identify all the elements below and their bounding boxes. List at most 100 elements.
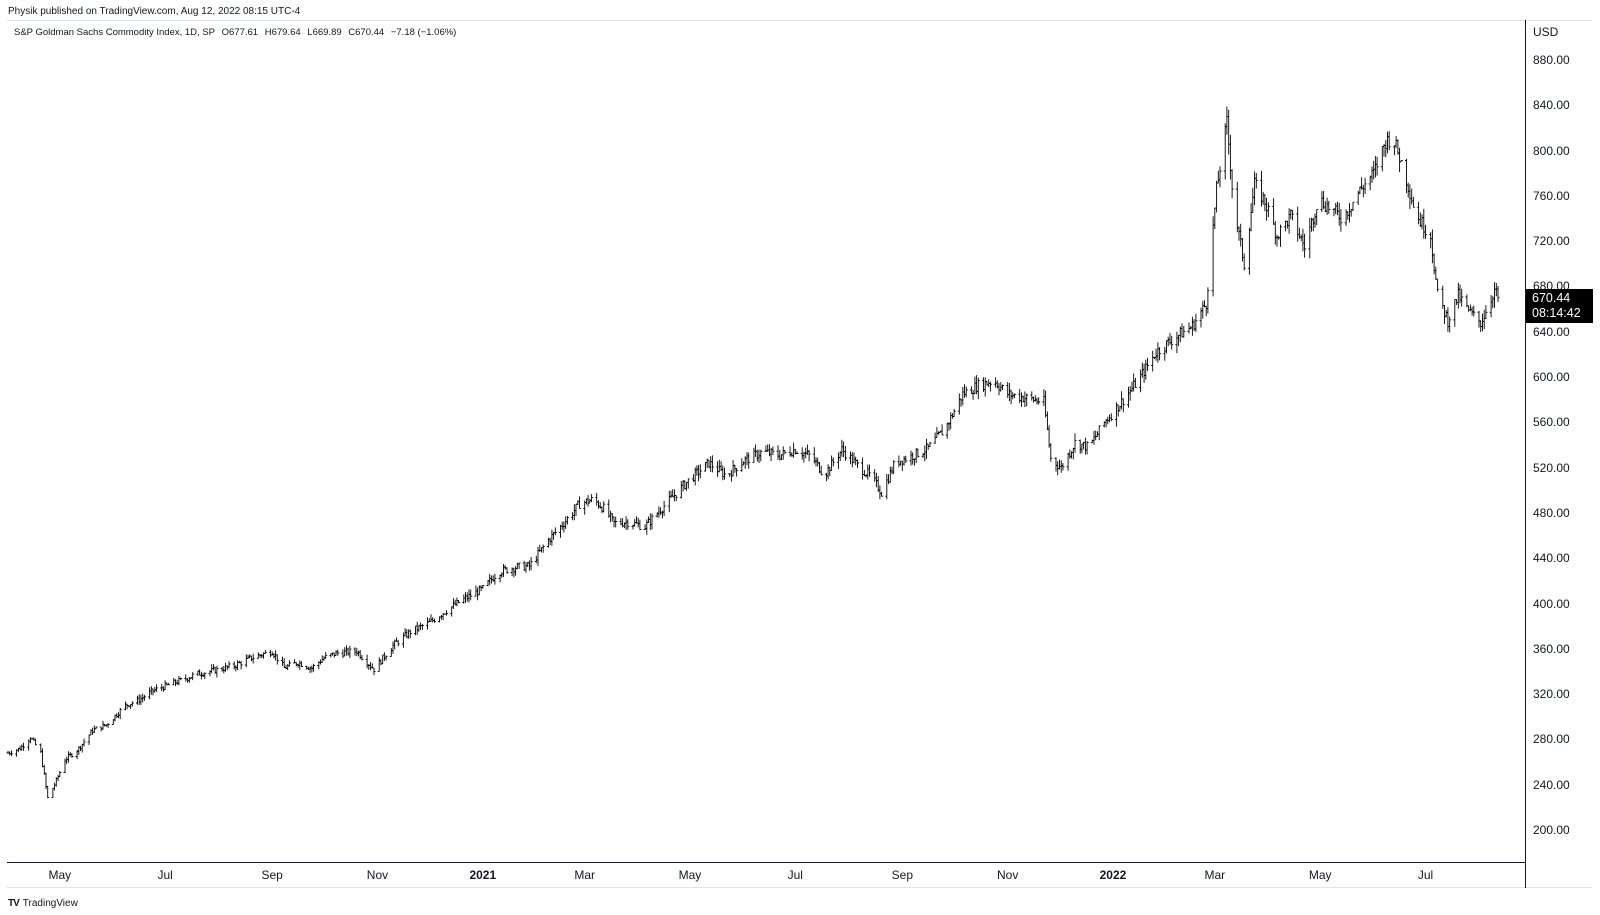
ohlc-bar [1436,278,1440,292]
ohlc-bar [118,707,122,720]
ohlc-bar [1368,175,1372,191]
ohlc-bar [643,524,647,531]
ohlc-bar [312,663,316,672]
ohlc-bar [184,674,188,682]
ohlc-bar [1349,208,1353,217]
ohlc-bar [949,412,953,430]
tradingview-logo-icon: TV [8,898,20,909]
ohlc-bar [1130,381,1134,392]
legend-change: −7.18 (−1.06%) [390,27,457,38]
ohlc-bar [766,444,770,452]
ohlc-bar [685,481,688,491]
ohlc-bar [177,675,181,686]
ohlc-bar [381,654,385,665]
ohlc-bar [1399,160,1403,163]
ohlc-bar [1458,284,1462,304]
ohlc-bar [553,527,557,536]
ohlc-bar [1373,156,1377,178]
ohlc-bar [1430,229,1434,264]
time-axis-line [7,862,1525,863]
ohlc-bar [1132,373,1136,392]
ohlc-bar [1468,304,1472,312]
ohlc-bar [969,386,973,394]
ohlc-bar [1007,383,1011,402]
ohlc-bar [225,665,229,671]
ohlc-bar [258,654,262,658]
ohlc-bar [1291,210,1294,221]
ohlc-bar [445,610,448,616]
ohlc-bar [1386,131,1389,154]
ohlc-bar [1058,459,1061,470]
ohlc-bar [1201,301,1205,319]
ohlc-bar [91,727,95,735]
ohlc-bar [961,387,965,406]
ohlc-bar [850,452,854,468]
ohlc-bar [1422,208,1426,239]
ohlc-bar [384,655,388,661]
chart-legend: S&P Goldman Sachs Commodity Index, 1D, S… [14,27,460,38]
ohlc-bar [1275,234,1279,247]
ohlc-bar [1083,437,1087,455]
ohlc-bar [890,466,894,475]
price-tick-label: 280.00 [1533,732,1570,747]
ohlc-bar [355,648,359,657]
ohlc-bar [1042,389,1046,406]
ohlc-bar [1254,173,1258,189]
ohlc-bar [377,657,381,673]
time-tick-label: Sep [261,868,283,882]
ohlc-bar [698,464,702,479]
ohlc-bar [1284,220,1288,232]
ohlc-bar [201,673,205,677]
ohlc-bar [136,695,139,705]
ohlc-bar [1049,443,1053,462]
ohlc-bar [745,452,749,466]
ohlc-bar [856,459,859,468]
ohlc-bar [1080,443,1084,454]
ohlc-bar [256,652,260,659]
ohlc-bar [163,680,167,691]
currency-label[interactable]: USD [1533,25,1559,39]
ohlc-bar [1249,203,1253,232]
ohlc-bar [1311,217,1315,232]
ohlc-bar [481,585,485,589]
ohlc-bar [1394,136,1398,149]
time-tick-label: Jul [1417,868,1434,882]
ohlc-bar [500,572,504,578]
ohlc-bar [662,500,666,516]
ohlc-bar [571,512,575,521]
ohlc-bar [522,560,526,571]
ohlc-bar [469,589,473,601]
legend-symbol[interactable]: S&P Goldman Sachs Commodity Index, 1D, S… [14,27,215,38]
ohlc-bar [1327,200,1331,214]
ohlc-bar [1239,223,1243,247]
ohlc-bar [251,653,255,664]
ohlc-bar [574,503,578,516]
ohlc-bar [1166,336,1170,347]
ohlc-bar [1370,166,1374,183]
ohlc-bar [524,562,528,573]
time-tick-label: Nov [366,868,389,882]
legend-open: O677.61 [221,27,259,38]
chart-frame [7,20,1592,888]
ohlc-bar [1071,447,1075,460]
tradingview-brand[interactable]: TV TradingView [8,898,78,909]
ohlc-bar [56,774,60,782]
ohlc-bar [450,606,454,617]
last-price-value: 670.44 [1532,291,1571,305]
ohlc-bar [148,687,152,700]
ohlc-bar [935,427,939,438]
ohlc-bar [795,451,799,454]
ohlc-bar [1411,196,1415,208]
ohlc-bar [414,625,417,636]
ohlc-bar [415,621,419,635]
ohlc-bar [1025,393,1029,407]
ohlc-bar [560,521,564,530]
ohlc-bar [66,751,70,763]
ohlc-bar [921,453,925,458]
ohlc-bar [1253,171,1257,206]
ohlc-bar [997,383,1001,396]
ohlc-bar [244,654,248,668]
price-tick-label: 520.00 [1533,460,1570,475]
ohlc-bar [902,456,906,466]
